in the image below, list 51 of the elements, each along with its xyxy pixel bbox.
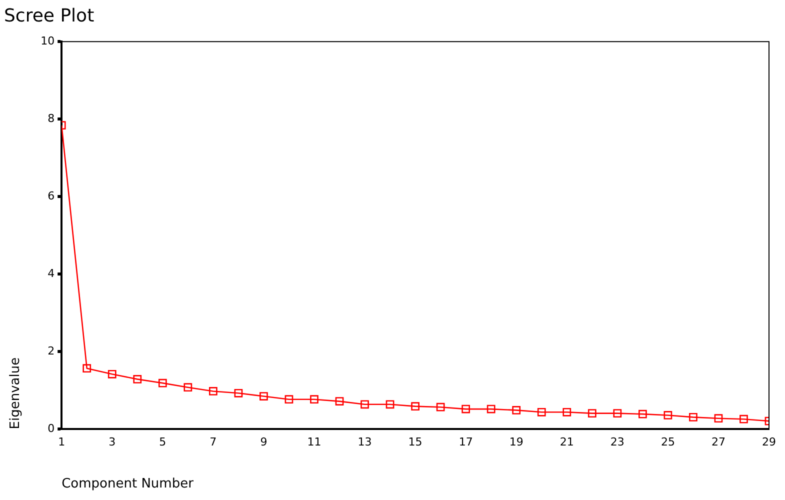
- y-tick-label: 0: [48, 422, 55, 436]
- x-tick-label: 15: [408, 436, 422, 449]
- point: [562, 408, 572, 416]
- x-tick-label: 11: [307, 436, 322, 449]
- point: [335, 397, 344, 406]
- point: [613, 409, 622, 418]
- chart-title: Scree Plot: [4, 5, 94, 26]
- point: [462, 404, 470, 414]
- x-tick-label: 13: [358, 436, 372, 449]
- point: [158, 378, 167, 388]
- x-tick-label: 5: [159, 436, 166, 449]
- point: [436, 402, 445, 412]
- y-tick-label: 2: [48, 344, 55, 358]
- x-tick-label: 27: [711, 436, 726, 449]
- point: [740, 414, 748, 424]
- y-tick-label: 10: [40, 34, 55, 48]
- y-tick-label: 4: [48, 267, 55, 280]
- point: [108, 370, 116, 378]
- point: [664, 411, 672, 420]
- x-tick-label: 25: [660, 436, 675, 449]
- point: [284, 395, 294, 404]
- point: [234, 388, 243, 398]
- x-tick-label: 9: [260, 436, 268, 449]
- y-tick-label: 8: [48, 112, 55, 125]
- y-tick-label: 6: [48, 190, 55, 202]
- point: [537, 408, 546, 416]
- point: [411, 402, 420, 411]
- x-tick-label: 21: [560, 436, 574, 449]
- x-tick-label: 19: [509, 436, 524, 449]
- point: [310, 395, 318, 404]
- x-tick-label: 23: [610, 436, 624, 449]
- point: [209, 387, 218, 396]
- point: [386, 400, 394, 409]
- point: [260, 392, 268, 400]
- point: [689, 413, 698, 422]
- point: [82, 364, 92, 373]
- point: [133, 375, 142, 384]
- x-tick-label: 29: [762, 436, 776, 449]
- x-tick-label: 3: [108, 436, 116, 449]
- x-tick-label: 1: [58, 436, 66, 449]
- y-axis-title: Eigenvalue: [8, 357, 24, 430]
- point: [184, 383, 192, 392]
- x-axis-title: Component Number: [62, 476, 194, 492]
- x-tick-label: 7: [210, 436, 217, 449]
- x-tick-label: 17: [458, 436, 473, 449]
- point: [512, 406, 521, 414]
- point: [588, 409, 596, 418]
- point: [360, 400, 369, 409]
- point: [638, 410, 647, 418]
- point: [714, 414, 723, 423]
- point: [486, 404, 496, 414]
